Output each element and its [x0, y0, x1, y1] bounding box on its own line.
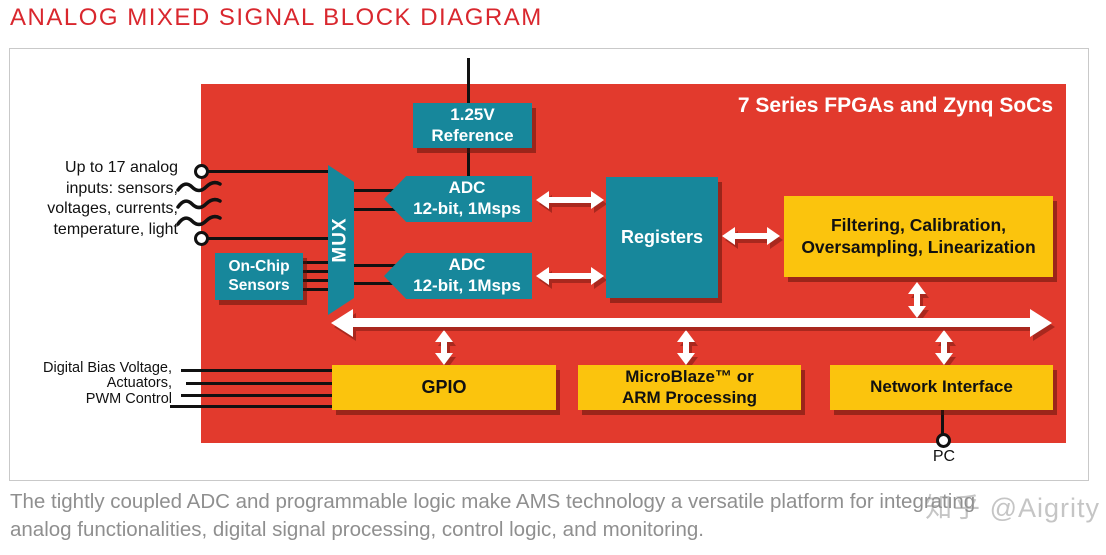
analog-input-node-top [194, 164, 209, 179]
block-label: MicroBlaze™ or [625, 366, 754, 386]
fpga-region-label: 7 Series FPGAs and Zynq SoCs [737, 94, 1053, 117]
block-adc-bottom: ADC 12-bit, 1Msps [384, 253, 532, 299]
watermark: 知乎 @Aigrity [925, 493, 1100, 523]
analog-input-wire-top [206, 170, 330, 173]
gpio-wire-4 [170, 405, 332, 408]
annotation-line: temperature, light [53, 220, 178, 238]
block-label: Registers [620, 226, 704, 247]
gpio-wire-2 [186, 382, 332, 385]
system-bus-arrow [353, 318, 1030, 327]
digital-io-annotation: Digital Bias Voltage, Actuators, PWM Con… [18, 360, 172, 407]
mux-adc2-wire-2 [352, 282, 400, 285]
annotation-line: Actuators, [106, 375, 172, 392]
gpio-wire-1 [181, 369, 332, 372]
sensor-wire-3 [301, 279, 330, 282]
arrow-bus-network [941, 342, 947, 353]
annotation-line: Up to 17 analog [65, 159, 178, 176]
block-label: ARM Processing [621, 387, 758, 407]
pc-node [936, 433, 951, 448]
page-title: ANALOG MIXED SIGNAL BLOCK DIAGRAM [10, 4, 543, 31]
sensor-wire-2 [301, 270, 330, 273]
mux-adc1-wire-2 [352, 208, 400, 211]
block-network-interface: Network Interface [830, 365, 1053, 410]
block-label: ADC [448, 178, 486, 198]
gpio-wire-3 [181, 394, 332, 397]
arrow-adc2-registers [549, 273, 591, 279]
mux-adc2-wire-1 [352, 264, 400, 267]
block-label: Reference [431, 125, 514, 145]
caption-line: The tightly coupled ADC and programmable… [10, 490, 976, 513]
multi-signal-squiggle-icon [176, 180, 222, 227]
block-label: Oversampling, Linearization [801, 236, 1036, 257]
arrow-bus-processor [683, 342, 689, 353]
block-mux: MUX [328, 165, 354, 315]
block-label: 1.25V [450, 104, 495, 124]
block-gpio: GPIO [332, 365, 556, 410]
block-label: 12-bit, 1Msps [413, 199, 521, 218]
annotation-line: PWM Control [85, 390, 172, 407]
block-on-chip-sensors: On-Chip Sensors [215, 253, 303, 300]
analog-input-node-bottom [194, 231, 209, 246]
mux-adc1-wire-1 [352, 189, 400, 192]
analog-inputs-annotation: Up to 17 analog inputs: sensors, voltage… [28, 158, 178, 240]
arrow-registers-filtering [735, 233, 767, 239]
block-label: ADC [448, 255, 486, 275]
arrow-bus-gpio [441, 342, 447, 353]
annotation-line: voltages, currents, [47, 200, 178, 217]
sensor-wire-4 [301, 288, 330, 291]
sensor-wire-1 [301, 261, 330, 264]
caption-line: analog functionalities, digital signal p… [10, 517, 704, 541]
analog-input-wire-bottom [206, 237, 330, 240]
pc-label: PC [932, 448, 956, 465]
block-label: On-Chip [228, 257, 290, 275]
block-registers: Registers [606, 177, 718, 298]
block-label: Sensors [228, 276, 290, 294]
arrow-filtering-bus [914, 294, 920, 306]
pc-wire [941, 410, 944, 436]
arrow-adc1-registers [549, 197, 591, 203]
block-label: MUX [330, 217, 352, 263]
block-processor: MicroBlaze™ or ARM Processing [578, 365, 801, 410]
block-label: GPIO [421, 376, 467, 397]
block-label: Network Interface [870, 377, 1013, 397]
block-voltage-reference: 1.25V Reference [413, 103, 532, 148]
block-filtering: Filtering, Calibration, Oversampling, Li… [784, 196, 1053, 277]
block-label: 12-bit, 1Msps [413, 276, 521, 295]
figure-caption: The tightly coupled ADC and programmable… [10, 488, 1100, 543]
annotation-line: inputs: sensors, [65, 179, 178, 197]
annotation-line: Digital Bias Voltage, [43, 360, 172, 376]
block-adc-top: ADC 12-bit, 1Msps [384, 176, 532, 222]
block-label: Filtering, Calibration, [830, 215, 1006, 236]
